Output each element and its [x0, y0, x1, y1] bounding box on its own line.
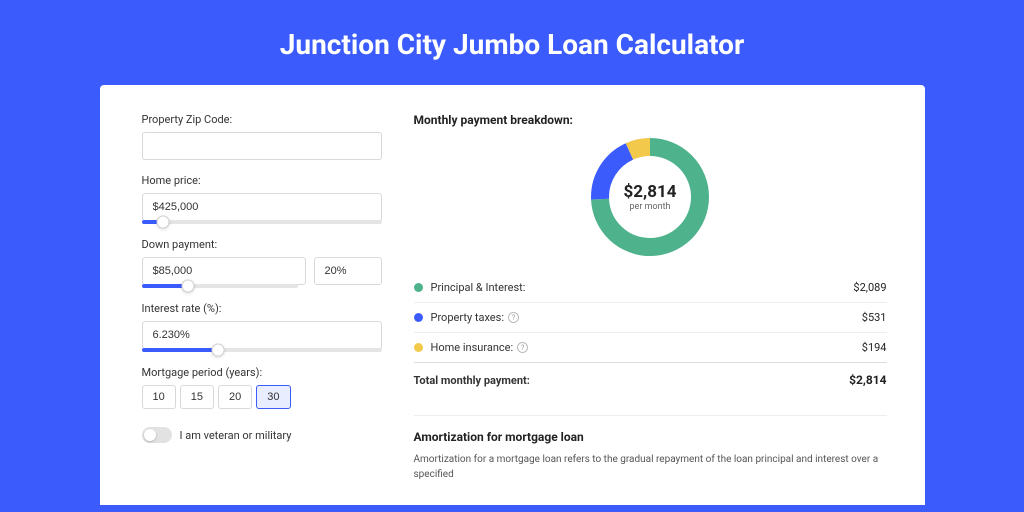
- legend-label: Principal & Interest:: [431, 281, 854, 294]
- period-button-15[interactable]: 15: [180, 385, 214, 409]
- veteran-toggle[interactable]: [142, 427, 172, 443]
- interest-rate-input[interactable]: [142, 321, 382, 349]
- legend-row: Principal & Interest:$2,089: [414, 273, 887, 303]
- interest-rate-slider[interactable]: [142, 348, 382, 352]
- total-value: $2,814: [849, 373, 886, 387]
- breakdown-title: Monthly payment breakdown:: [414, 113, 887, 127]
- zip-field: Property Zip Code:: [142, 113, 382, 160]
- total-row: Total monthly payment: $2,814: [414, 363, 887, 397]
- legend-dot: [414, 313, 423, 322]
- total-label: Total monthly payment:: [414, 373, 850, 387]
- zip-label: Property Zip Code:: [142, 113, 382, 126]
- legend-label: Home insurance:?: [431, 341, 862, 354]
- mortgage-period-label: Mortgage period (years):: [142, 366, 382, 379]
- home-price-field: Home price:: [142, 174, 382, 224]
- down-payment-input[interactable]: [142, 257, 306, 285]
- legend-row: Property taxes:?$531: [414, 303, 887, 333]
- down-payment-label: Down payment:: [142, 238, 382, 251]
- info-icon[interactable]: ?: [508, 312, 519, 323]
- mortgage-period-field: Mortgage period (years): 10152030: [142, 366, 382, 409]
- donut-sub: per month: [624, 202, 677, 212]
- down-payment-pct-input[interactable]: [314, 257, 382, 285]
- amortization-text: Amortization for a mortgage loan refers …: [414, 452, 887, 482]
- period-button-30[interactable]: 30: [256, 385, 290, 409]
- legend-dot: [414, 343, 423, 352]
- home-price-input[interactable]: [142, 193, 382, 221]
- donut-chart: $2,814 per month: [414, 137, 887, 257]
- home-price-slider[interactable]: [142, 220, 382, 224]
- interest-rate-field: Interest rate (%):: [142, 302, 382, 352]
- period-button-20[interactable]: 20: [218, 385, 252, 409]
- breakdown-panel: Monthly payment breakdown: $2,814 per mo…: [414, 113, 887, 505]
- legend-row: Home insurance:?$194: [414, 333, 887, 363]
- amortization-title: Amortization for mortgage loan: [414, 430, 887, 444]
- legend-value: $194: [862, 341, 887, 354]
- legend-value: $531: [862, 311, 887, 324]
- legend-label: Property taxes:?: [431, 311, 862, 324]
- zip-input[interactable]: [142, 132, 382, 160]
- period-button-10[interactable]: 10: [142, 385, 176, 409]
- info-icon[interactable]: ?: [517, 342, 528, 353]
- down-payment-field: Down payment:: [142, 238, 382, 288]
- form-panel: Property Zip Code: Home price: Down paym…: [142, 113, 382, 505]
- legend-value: $2,089: [853, 281, 886, 294]
- page-title: Junction City Jumbo Loan Calculator: [0, 0, 1024, 85]
- veteran-label: I am veteran or military: [180, 429, 292, 442]
- donut-amount: $2,814: [624, 182, 677, 202]
- amortization-section: Amortization for mortgage loan Amortizat…: [414, 415, 887, 482]
- calculator-card: Property Zip Code: Home price: Down paym…: [100, 85, 925, 505]
- veteran-row: I am veteran or military: [142, 427, 382, 443]
- home-price-label: Home price:: [142, 174, 382, 187]
- interest-rate-label: Interest rate (%):: [142, 302, 382, 315]
- legend-dot: [414, 283, 423, 292]
- down-payment-slider[interactable]: [142, 284, 298, 288]
